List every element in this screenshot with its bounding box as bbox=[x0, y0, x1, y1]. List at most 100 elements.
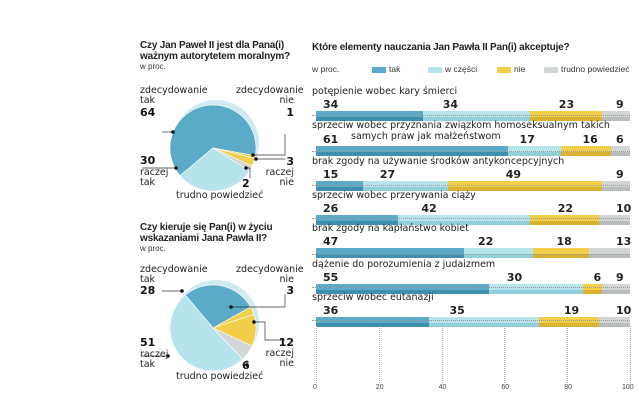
bar-segment-shade-tak bbox=[316, 221, 398, 225]
x-tick-label: 20 bbox=[375, 384, 384, 391]
row-label: sprzeciw wobec eutanazji bbox=[312, 292, 434, 303]
bar-segment-nie bbox=[529, 111, 602, 117]
pie1-label-zn: zdecydowanie nie bbox=[236, 85, 304, 106]
bar-segment-shade-w-czesci bbox=[422, 117, 530, 121]
pie-slice-zdecydowanie-tak bbox=[184, 284, 251, 329]
legend-tak: tak bbox=[372, 64, 400, 74]
bar-segment-trudno-powiedziec bbox=[611, 146, 630, 152]
legend-swatch bbox=[428, 66, 442, 73]
bar-segment-tak bbox=[316, 146, 508, 152]
row-label: dążenie do porozumienia z judaizmem bbox=[312, 259, 496, 270]
row-divider bbox=[312, 254, 630, 255]
bar-segment-w-czesci bbox=[507, 146, 561, 152]
legend-label: nie bbox=[514, 64, 526, 74]
bar-value: 6 bbox=[593, 271, 602, 284]
gridline bbox=[567, 326, 569, 383]
pie1-label-zt: zdecydowanie tak bbox=[140, 85, 208, 106]
bar-segment-tak bbox=[316, 181, 364, 187]
pie1-label-tp: trudno powiedzieć bbox=[176, 190, 264, 201]
bar-value: 30 bbox=[506, 271, 523, 284]
bar-segment-shade-nie bbox=[532, 254, 590, 258]
row-divider bbox=[312, 287, 630, 288]
bar-segment-shade-trudno-powiedziec bbox=[598, 221, 630, 225]
pie1-heading: Czy Jan Paweł II jest dla Pana(i) ważnym… bbox=[140, 40, 308, 72]
bar-segment-shade-tak bbox=[316, 152, 508, 156]
row-divider bbox=[312, 115, 630, 116]
bar-value: 47 bbox=[323, 235, 339, 248]
bar-segment-tak bbox=[316, 111, 423, 117]
bar-segment-trudno-powiedziec bbox=[601, 181, 630, 187]
pie1-value-rt: 30 bbox=[140, 154, 156, 167]
leader-dot bbox=[254, 157, 258, 161]
x-tick-label: 80 bbox=[564, 384, 572, 391]
bar-segment-nie bbox=[532, 248, 590, 254]
legend-label: trudno powiedzieć bbox=[561, 64, 630, 74]
x-tick-label: 0 bbox=[313, 384, 317, 391]
bar-segment-nie bbox=[447, 181, 602, 187]
bar-segment-tak bbox=[316, 248, 464, 254]
bar-value: 27 bbox=[379, 168, 396, 181]
row-divider bbox=[312, 151, 630, 152]
pie1-value-zt: 64 bbox=[140, 106, 156, 119]
bar-segment-shade-trudno-powiedziec bbox=[601, 187, 630, 191]
gridline bbox=[441, 326, 443, 383]
row-label: brak zgody na kapłaństwo kobiet bbox=[312, 223, 469, 234]
pie1-unit: w proc. bbox=[140, 62, 166, 71]
bar-value: 18 bbox=[556, 235, 572, 248]
bar-value: 36 bbox=[323, 304, 339, 317]
bar-title: Które elementy nauczania Jan Pawła II Pa… bbox=[312, 42, 570, 53]
pie2-title: Czy kieruje się Pan(i) w życiu wskazania… bbox=[140, 222, 273, 244]
pie1-value-zn: 1 bbox=[286, 106, 294, 119]
bar-value: 9 bbox=[616, 271, 624, 284]
leader-dot bbox=[166, 354, 170, 358]
bar-segment-shade-nie bbox=[538, 323, 599, 327]
leader-line bbox=[231, 294, 286, 308]
bar-value: 16 bbox=[582, 133, 598, 146]
bar-segment-shade-w-czesci bbox=[429, 323, 539, 327]
bar-segment-shade-w-czesci bbox=[397, 221, 530, 225]
leader-dot bbox=[252, 320, 256, 324]
bar-segment-shade-tak bbox=[316, 323, 430, 327]
pie2-label-zn: zdecydowanie nie bbox=[236, 264, 304, 285]
bar-segment-shade-trudno-powiedziec bbox=[601, 117, 630, 121]
bar-segment-shade-nie bbox=[529, 117, 602, 121]
bar-segment-shade-w-czesci bbox=[488, 290, 583, 294]
bar-segment-shade-nie bbox=[447, 187, 602, 191]
bar-segment-w-czesci bbox=[422, 111, 530, 117]
pie2-label-rt: raczej tak bbox=[140, 349, 169, 370]
bar-value: 61 bbox=[323, 133, 339, 146]
bar-value: 26 bbox=[323, 202, 339, 215]
leader-dot bbox=[244, 166, 248, 170]
pie1-label-rt: raczej tak bbox=[140, 167, 169, 188]
bar-value: 10 bbox=[616, 304, 632, 317]
x-tick-label: 40 bbox=[438, 384, 447, 391]
pie1 bbox=[142, 100, 286, 192]
gridline bbox=[378, 326, 380, 383]
row-label: potępienie wobec kary śmierci bbox=[312, 86, 458, 97]
bar-value: 17 bbox=[519, 133, 535, 146]
legend-label: w części bbox=[445, 64, 478, 74]
bar-value: 55 bbox=[323, 271, 339, 284]
bar-segment-shade-nie bbox=[529, 221, 599, 225]
bar-value: 19 bbox=[563, 304, 580, 317]
pie-slice-zdecydowanie-tak bbox=[169, 104, 257, 177]
leader-dot bbox=[171, 130, 175, 134]
bar-value: 34 bbox=[442, 98, 459, 111]
bar-value: 10 bbox=[616, 202, 632, 215]
pie1-label-rn: raczej nie bbox=[265, 167, 294, 188]
row-label: sprzeciw wobec przerywania ciąży bbox=[312, 190, 476, 201]
bar-segment-shade-trudno-powiedziec bbox=[589, 254, 630, 258]
gridline bbox=[504, 326, 506, 383]
leader-dot bbox=[251, 153, 255, 157]
pie1-value-rn: 3 bbox=[286, 155, 294, 168]
bar-segment-shade-trudno-powiedziec bbox=[598, 323, 630, 327]
x-tick-label: 60 bbox=[501, 384, 510, 391]
bar-value: 9 bbox=[616, 168, 624, 181]
bar-value: 23 bbox=[558, 98, 575, 111]
bar-segment-shade-w-czesci bbox=[507, 152, 561, 156]
leader-dot bbox=[229, 305, 233, 309]
leader-line bbox=[253, 134, 286, 156]
bar-value: 42 bbox=[421, 202, 437, 215]
bar-segment-shade-nie bbox=[560, 152, 612, 156]
legend-trudno: trudno powiedzieć bbox=[544, 64, 630, 74]
